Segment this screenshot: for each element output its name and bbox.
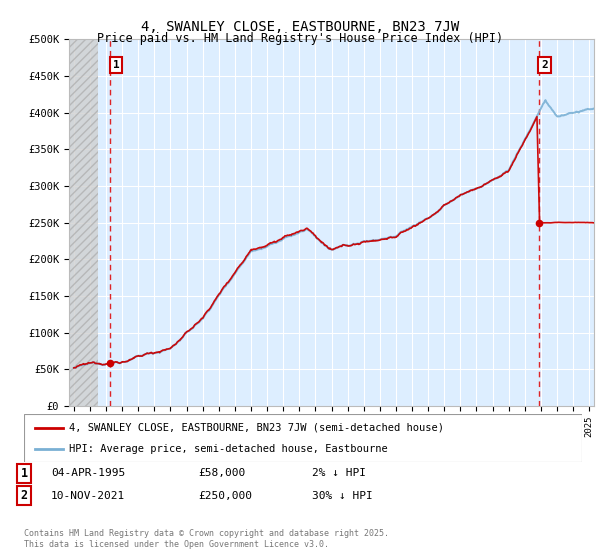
Text: 2: 2 [541, 60, 548, 70]
Text: Contains HM Land Registry data © Crown copyright and database right 2025.
This d: Contains HM Land Registry data © Crown c… [24, 529, 389, 549]
Text: 1: 1 [113, 60, 119, 70]
Text: HPI: Average price, semi-detached house, Eastbourne: HPI: Average price, semi-detached house,… [68, 444, 388, 454]
Text: 2% ↓ HPI: 2% ↓ HPI [312, 468, 366, 478]
Text: 2: 2 [20, 489, 28, 502]
Bar [69, 39, 98, 406]
Text: 4, SWANLEY CLOSE, EASTBOURNE, BN23 7JW (semi-detached house): 4, SWANLEY CLOSE, EASTBOURNE, BN23 7JW (… [68, 423, 443, 433]
Text: £250,000: £250,000 [198, 491, 252, 501]
Text: 04-APR-1995: 04-APR-1995 [51, 468, 125, 478]
Text: £58,000: £58,000 [198, 468, 245, 478]
Text: 30% ↓ HPI: 30% ↓ HPI [312, 491, 373, 501]
Text: 10-NOV-2021: 10-NOV-2021 [51, 491, 125, 501]
Text: 4, SWANLEY CLOSE, EASTBOURNE, BN23 7JW: 4, SWANLEY CLOSE, EASTBOURNE, BN23 7JW [141, 20, 459, 34]
Text: 1: 1 [20, 466, 28, 480]
FancyBboxPatch shape [24, 414, 582, 462]
Text: Price paid vs. HM Land Registry's House Price Index (HPI): Price paid vs. HM Land Registry's House … [97, 32, 503, 45]
